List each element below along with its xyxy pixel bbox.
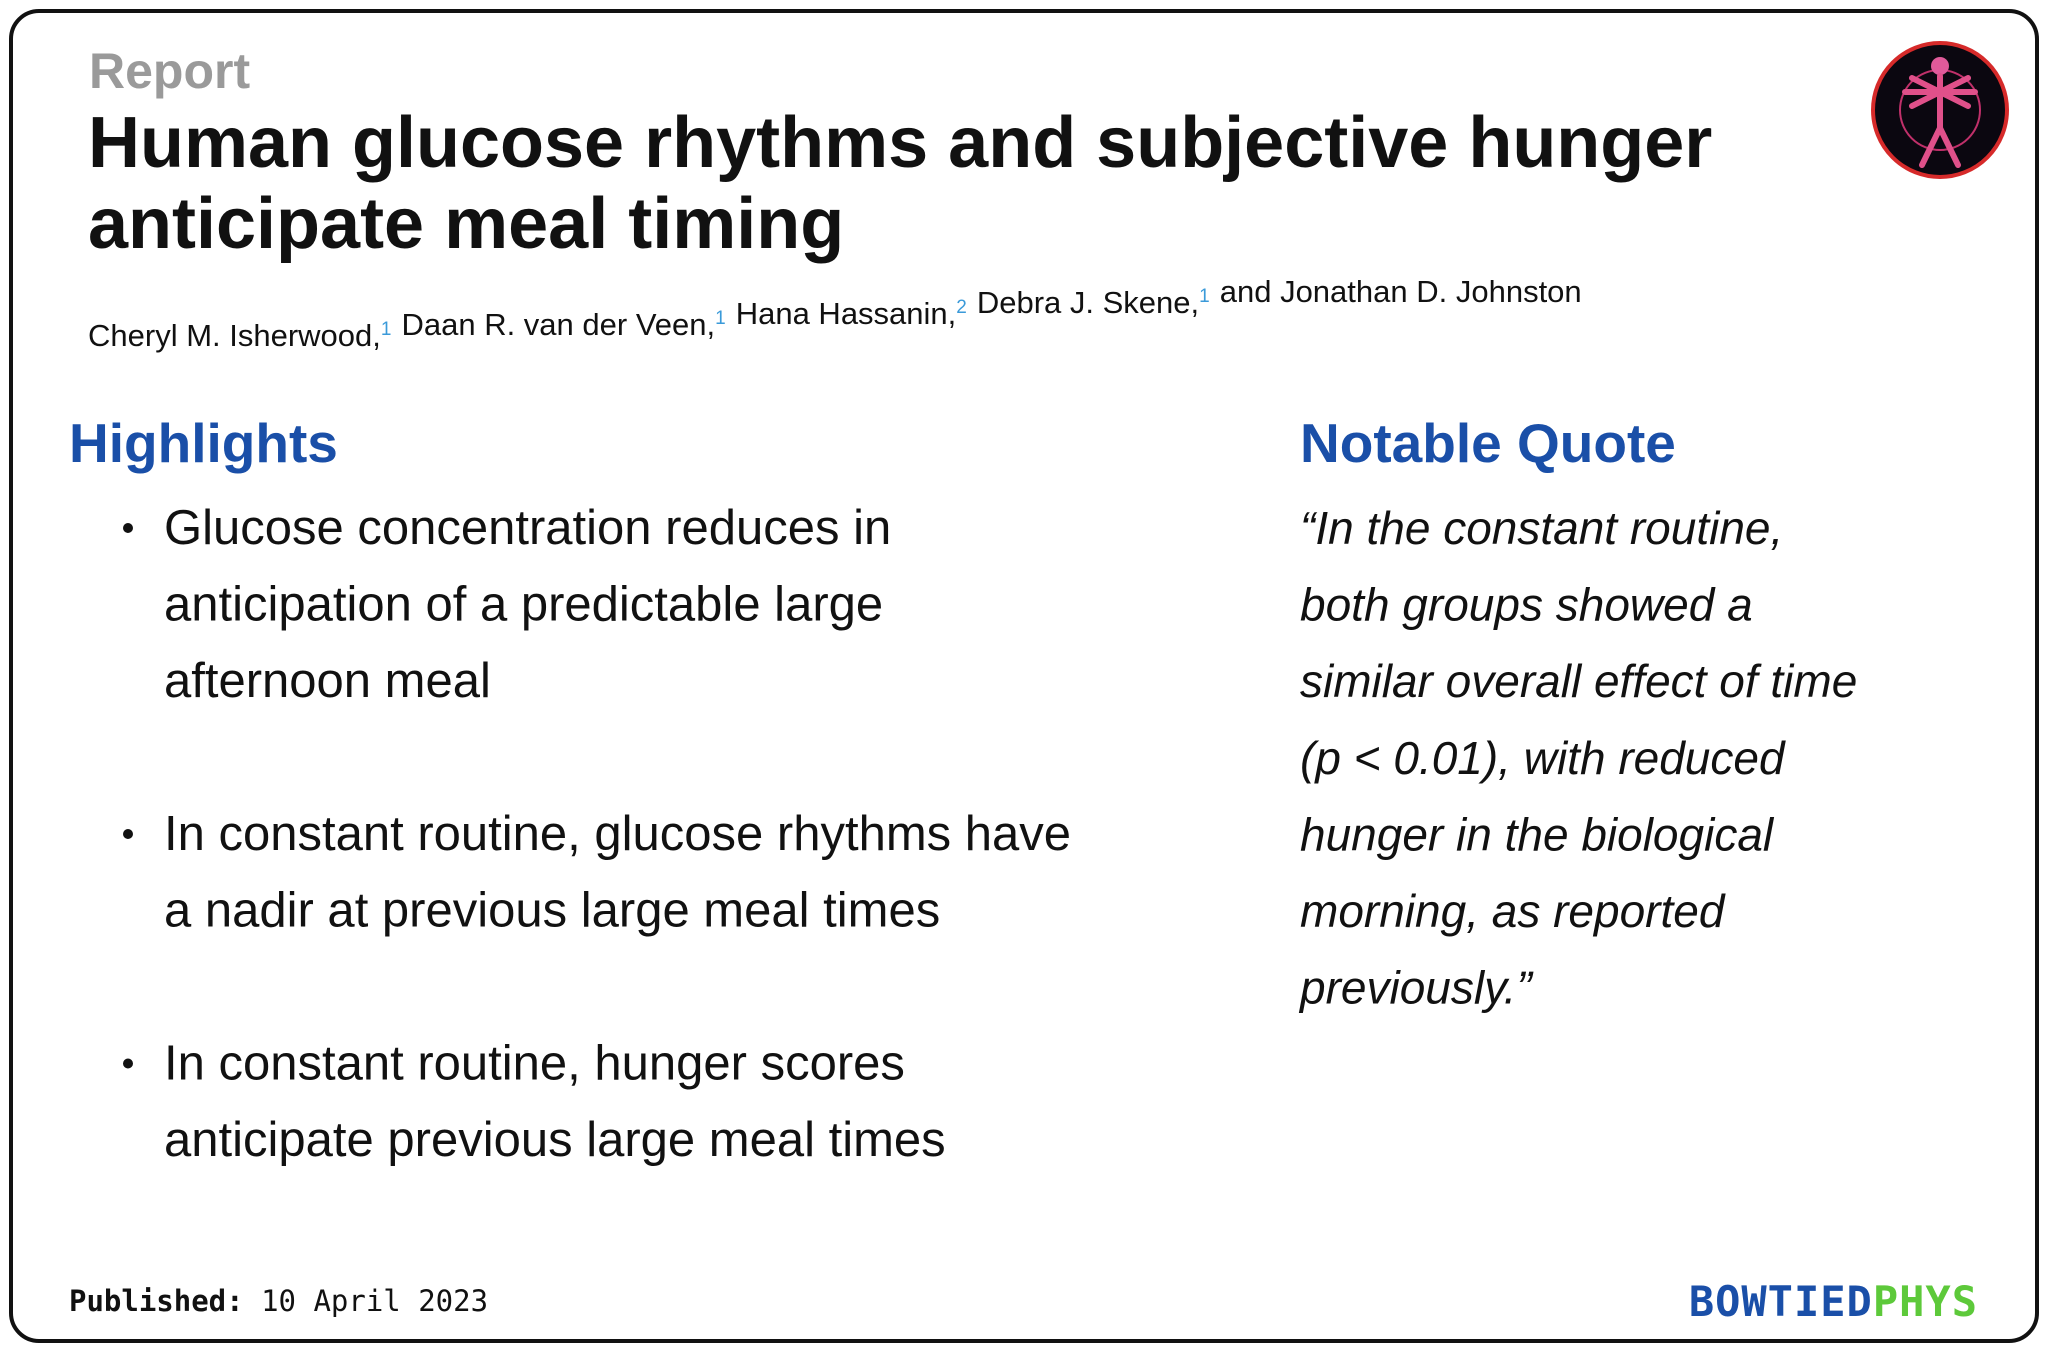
author-affiliation: 1 — [381, 319, 392, 340]
author-name: Daan R. van der Veen, — [401, 307, 715, 342]
quote-line: morning, as reported — [1300, 885, 1726, 937]
quote-heading: Notable Quote — [1300, 412, 1676, 474]
published-label: Published: — [69, 1284, 244, 1318]
highlight-line: a nadir at previous large meal times — [164, 884, 940, 938]
author-affiliation: 2 — [956, 297, 967, 318]
quote-line: previously.” — [1298, 962, 1534, 1014]
authors: Cheryl M. Isherwood,1 Daan R. van der Vee… — [88, 274, 1582, 353]
highlights-heading: Highlights — [69, 412, 338, 474]
frame — [9, 9, 2039, 1343]
quote-line: “In the constant routine, — [1300, 502, 1783, 554]
title-line: anticipate meal timing — [88, 184, 844, 264]
bullet — [123, 523, 133, 533]
quote-line: hunger in the biological — [1300, 808, 1775, 860]
quote-line: (p < 0.01), with reduced — [1300, 732, 1786, 784]
author-name: Cheryl M. Isherwood, — [88, 318, 381, 353]
highlight-line: Glucose concentration reduces in — [164, 501, 891, 555]
highlight-line: In constant routine, glucose rhythms hav… — [164, 807, 1071, 861]
report-label: Report — [89, 43, 250, 99]
author-name: Hana Hassanin, — [736, 296, 957, 331]
highlight-line: anticipate previous large meal times — [164, 1113, 946, 1167]
author-name: and Jonathan D. Johnston — [1220, 274, 1582, 309]
author-name: Debra J. Skene, — [977, 285, 1199, 320]
quote-line: both groups showed a — [1300, 579, 1753, 631]
highlight-line: anticipation of a predictable large — [164, 578, 883, 632]
title-line: Human glucose rhythms and subjective hun… — [88, 103, 1712, 183]
published: Published: 10 April 2023 — [69, 1284, 488, 1318]
published-date: 10 April 2023 — [261, 1284, 488, 1318]
title: Human glucose rhythms and subjective hun… — [88, 103, 1712, 264]
brand: BOWTIEDPHYS — [1689, 1277, 1978, 1326]
author-affiliation: 1 — [715, 308, 726, 329]
highlights: Glucose concentration reduces in anticipa… — [123, 501, 1071, 1167]
brand-part: BOWTIED — [1689, 1277, 1873, 1326]
logo-icon — [1871, 41, 2009, 179]
author-affiliation: 1 — [1199, 286, 1210, 307]
highlight-line: In constant routine, hunger scores — [164, 1037, 905, 1091]
bullet — [123, 829, 133, 839]
brand-part: PHYS — [1873, 1277, 1978, 1326]
quote: “In the constant routine, both groups sho… — [1298, 502, 1857, 1014]
bullet — [123, 1058, 133, 1069]
highlight-line: afternoon meal — [164, 654, 491, 708]
quote-line: similar overall effect of time — [1300, 655, 1857, 707]
